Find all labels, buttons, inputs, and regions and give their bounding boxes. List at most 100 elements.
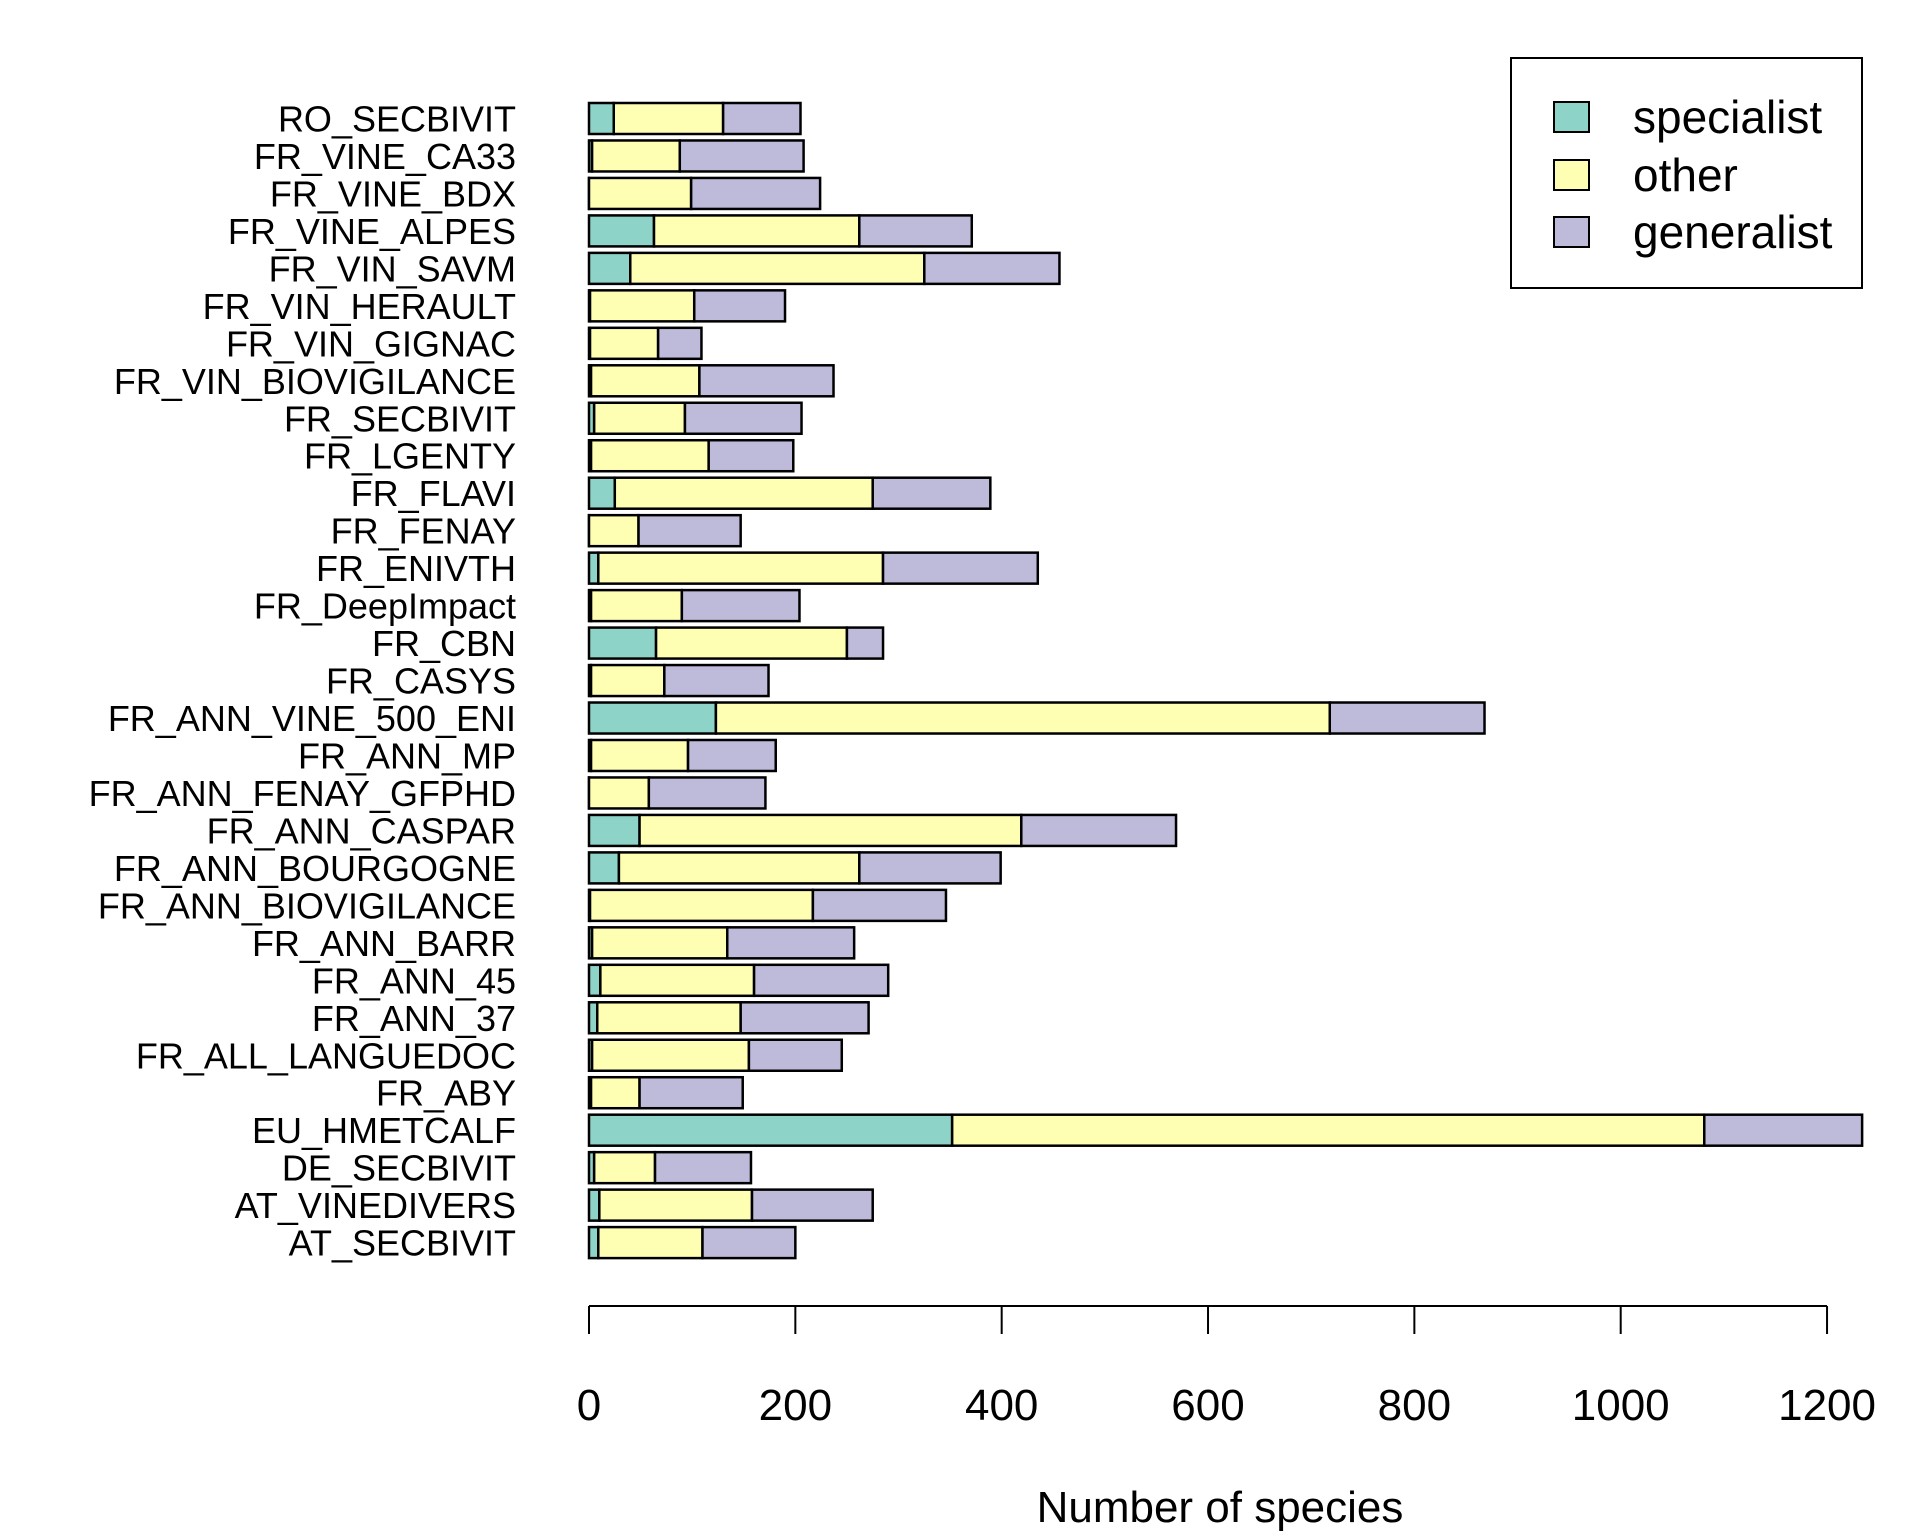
- bar-row-fr-ann-37: [587, 1001, 870, 1035]
- bar-segment-other: [589, 738, 690, 773]
- bar-row-fr-deepimpact: [587, 588, 801, 623]
- bar-segment-other: [587, 176, 693, 211]
- bar-segment-specialist: [587, 701, 718, 735]
- legend-label: specialist: [1633, 91, 1822, 143]
- bar-segment-other: [587, 776, 651, 810]
- bar-segment-other: [629, 251, 926, 286]
- bar-row-fr-ann-vine-500-eni: [587, 701, 1486, 735]
- category-label: AT_VINEDIVERS: [235, 1185, 516, 1226]
- bar-segment-other: [599, 963, 756, 998]
- bar-segment-other: [598, 1188, 754, 1222]
- category-label: FR_ANN_MP: [298, 735, 516, 776]
- category-label: FR_VINE_CA33: [254, 136, 516, 177]
- bar-segment-generalist: [692, 289, 787, 323]
- bar-row-fr-cbn: [587, 626, 885, 660]
- bar-segment-generalist: [858, 851, 1002, 885]
- category-label: AT_SECBIVIT: [289, 1223, 516, 1264]
- category-label: EU_HMETCALF: [252, 1110, 516, 1151]
- bar-row-fr-aby: [587, 1075, 744, 1110]
- bar-segment-specialist: [587, 813, 641, 848]
- bar-segment-generalist: [881, 551, 1040, 585]
- category-label: FR_FENAY: [331, 511, 516, 552]
- bar-row-ro-secbivit: [587, 101, 802, 136]
- bar-segment-generalist: [678, 139, 805, 173]
- category-label: RO_SECBIVIT: [278, 99, 516, 140]
- category-label: FR_ANN_37: [312, 998, 516, 1039]
- category-label: FR_ENIVTH: [316, 548, 516, 589]
- bar-row-fr-vine-bdx: [587, 176, 822, 211]
- category-label: FR_DeepImpact: [254, 586, 516, 627]
- bar-segment-generalist: [653, 1150, 753, 1185]
- category-label: FR_CASYS: [326, 661, 516, 702]
- bar-row-fr-vin-herault: [587, 289, 787, 323]
- bar-segment-other: [589, 438, 710, 473]
- bar-segment-other: [597, 1225, 704, 1260]
- category-labels: RO_SECBIVITFR_VINE_CA33FR_VINE_BDXFR_VIN…: [89, 99, 516, 1264]
- category-label: FR_VINE_ALPES: [228, 211, 516, 252]
- bar-row-de-secbivit: [587, 1150, 753, 1185]
- bar-segment-specialist: [587, 963, 602, 998]
- bar-segment-generalist: [747, 1038, 844, 1072]
- bar-segment-other: [590, 1038, 751, 1072]
- legend-swatch: [1553, 159, 1590, 191]
- legend-swatch: [1553, 101, 1590, 133]
- bar-segment-other: [587, 513, 640, 548]
- x-tick-label: 800: [1378, 1381, 1451, 1430]
- legend-item-other: other: [1553, 149, 1738, 201]
- bar-segment-other: [638, 813, 1023, 848]
- bar-row-fr-enivth: [587, 551, 1040, 585]
- x-axis-ticks: 0 200 400 600 800 1000 1200: [577, 1306, 1876, 1430]
- bar-segment-specialist: [587, 101, 616, 136]
- category-label: FR_SECBIVIT: [284, 398, 516, 439]
- category-label: FR_ANN_BARR: [252, 923, 516, 964]
- bar-segment-specialist: [587, 1188, 601, 1222]
- x-tick-label: 1200: [1778, 1381, 1876, 1430]
- bar-segment-generalist: [725, 926, 856, 960]
- legend-swatch: [1553, 216, 1590, 248]
- bar-segment-generalist: [638, 1075, 744, 1110]
- bar-segment-other: [589, 1075, 641, 1110]
- category-label: FR_ANN_45: [312, 960, 516, 1001]
- legend-item-specialist: specialist: [1553, 91, 1822, 143]
- category-label: FR_ALL_LANGUEDOC: [136, 1035, 516, 1076]
- bar-segment-generalist: [871, 476, 992, 510]
- bar-segment-specialist: [587, 214, 656, 248]
- bar-segment-generalist: [656, 326, 703, 361]
- bar-segment-other: [617, 851, 861, 885]
- legend-item-generalist: generalist: [1553, 206, 1833, 258]
- bar-segment-other: [613, 476, 874, 510]
- bar-segment-generalist: [845, 626, 885, 660]
- bar-segment-generalist: [637, 513, 742, 548]
- bar-row-fr-vine-ca33: [587, 139, 805, 173]
- bar-segment-specialist: [587, 851, 621, 885]
- bar-row-fr-fenay: [587, 513, 742, 548]
- bar-row-fr-ann-biovigilance: [587, 888, 948, 923]
- bar-segment-other: [588, 326, 660, 361]
- bar-row-at-vinedivers: [587, 1188, 874, 1222]
- x-tick-label: 1000: [1572, 1381, 1670, 1430]
- bar-segment-generalist: [701, 1225, 797, 1260]
- bar-segment-other: [714, 701, 1332, 735]
- bar-segment-generalist: [752, 963, 890, 998]
- bar-row-at-secbivit: [587, 1225, 797, 1260]
- bar-segment-specialist: [587, 626, 658, 660]
- bar-segment-other: [588, 289, 696, 323]
- bar-row-fr-ann-mp: [587, 738, 777, 773]
- bar-segment-other: [590, 139, 682, 173]
- bar-segment-other: [612, 101, 725, 136]
- bar-segment-specialist: [587, 1113, 954, 1147]
- bar-segment-generalist: [1703, 1113, 1864, 1147]
- bar-segment-other: [596, 1001, 742, 1035]
- bar-segment-other: [654, 626, 849, 660]
- bar-row-fr-ann-caspar: [587, 813, 1178, 848]
- bar-row-fr-ann-fenay-gfphd: [587, 776, 767, 810]
- bar-segment-generalist: [750, 1188, 874, 1222]
- category-label: FR_ANN_CASPAR: [207, 810, 516, 851]
- bar-segment-generalist: [647, 776, 767, 810]
- bar-segment-generalist: [1328, 701, 1486, 735]
- category-label: FR_FLAVI: [351, 473, 516, 514]
- bar-segment-other: [597, 551, 885, 585]
- bar-segment-generalist: [923, 251, 1061, 286]
- bar-segment-other: [592, 1150, 657, 1185]
